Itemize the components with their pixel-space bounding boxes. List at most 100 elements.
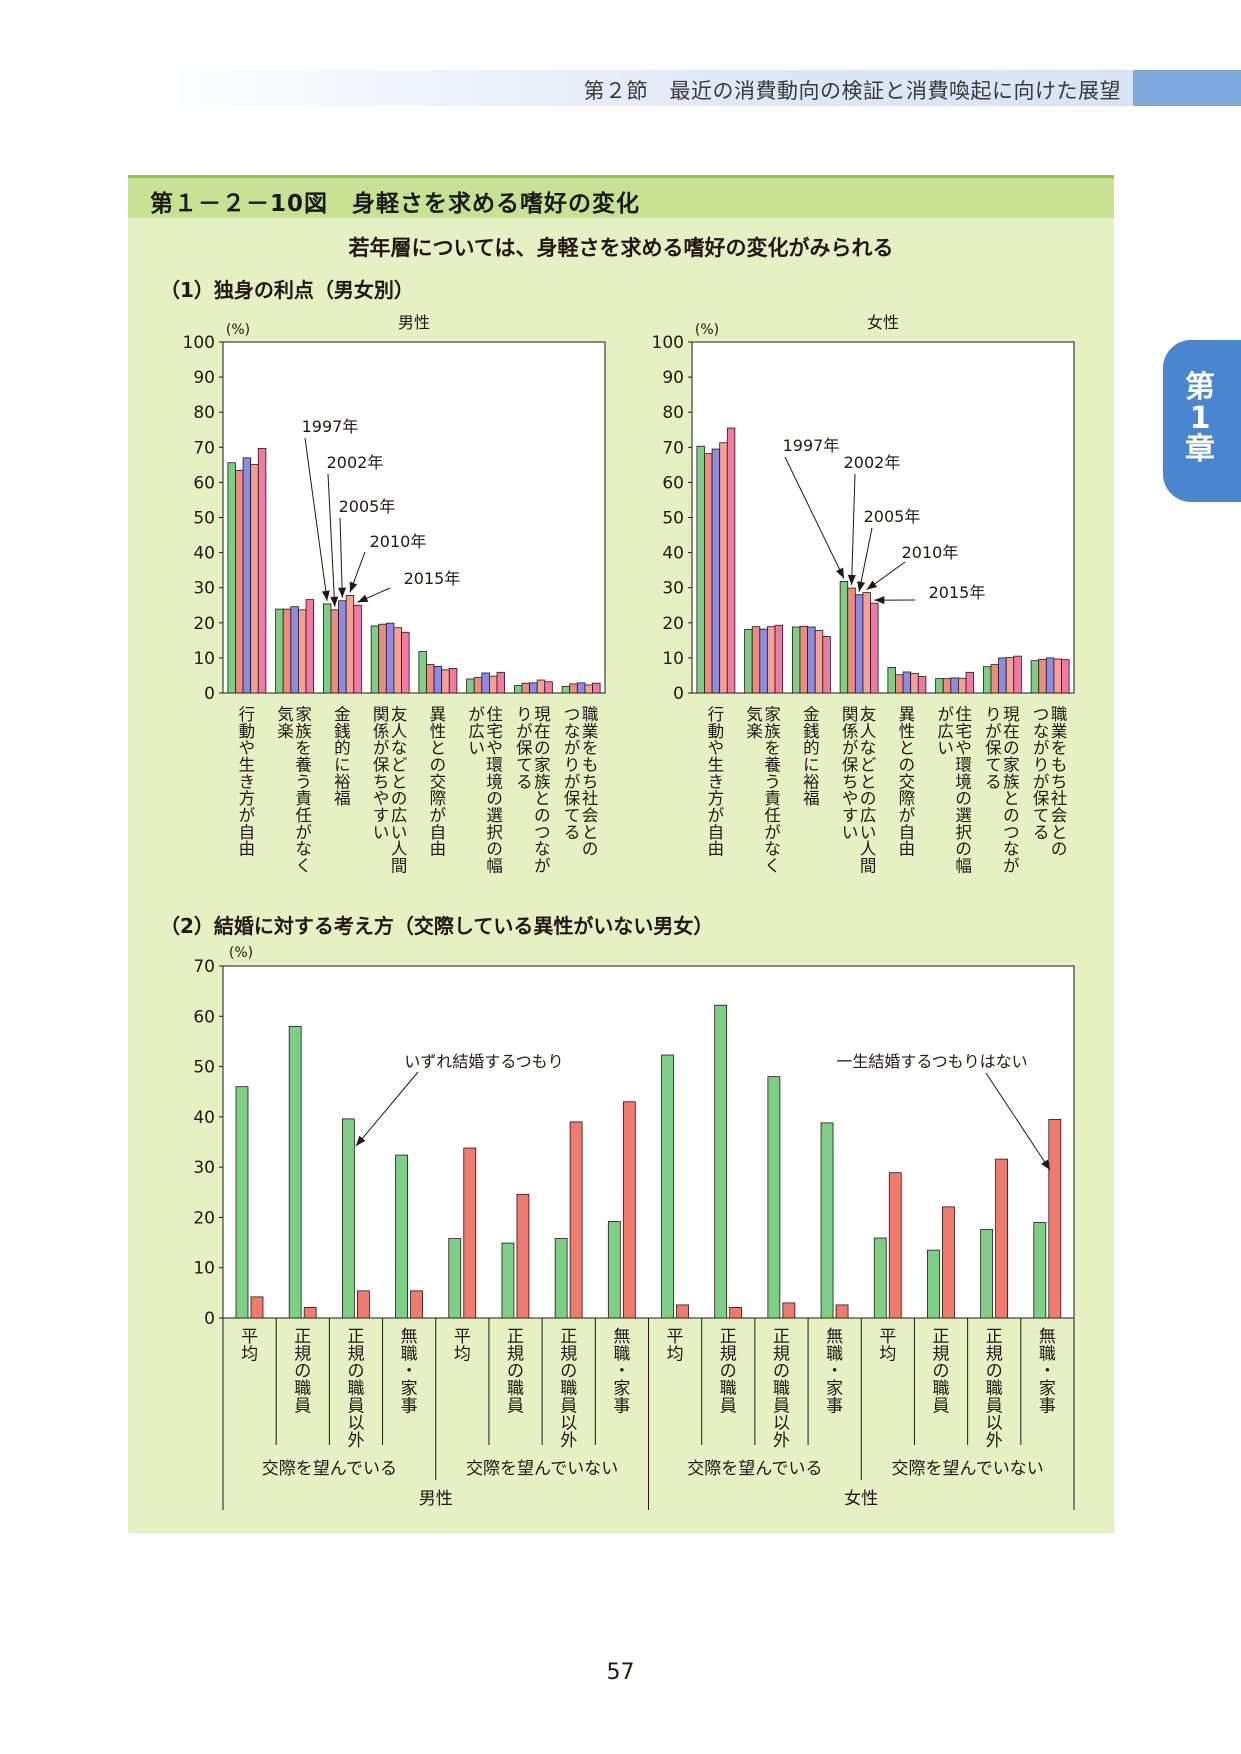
category-label: 平均 xyxy=(454,1327,471,1364)
bar-1997年 xyxy=(696,445,705,694)
category-label: 正規の職員以外 xyxy=(773,1327,790,1451)
y-tick-label: 70 xyxy=(193,438,215,458)
y-tick-label: 100 xyxy=(183,333,215,353)
chapter-tab-line2: 1 xyxy=(1189,401,1211,436)
section2-title: （2）結婚に対する考え方（交際している異性がいない男女） xyxy=(160,914,714,938)
bar-never-marry xyxy=(410,1290,423,1319)
y-tick-label: 50 xyxy=(193,1058,215,1078)
series-label-arrow-head xyxy=(321,590,330,601)
bar-2010年 xyxy=(393,627,402,694)
bar-1997年 xyxy=(227,462,236,694)
bar-marriage-someday xyxy=(927,1249,940,1319)
series-label: 2010年 xyxy=(902,543,959,562)
series-label: 2002年 xyxy=(844,453,901,472)
section1-title: （1）独身の利点（男女別） xyxy=(160,278,414,302)
bar-marriage-someday xyxy=(661,1054,674,1319)
category-label: 友人などとの広い人間 xyxy=(860,705,877,875)
category-label: 正規の職員 xyxy=(720,1327,737,1416)
bar-2005年 xyxy=(529,682,538,694)
category-label: 関係が保ちやすい xyxy=(373,705,390,842)
y-tick-label: 10 xyxy=(193,649,215,669)
header-band xyxy=(140,70,1140,106)
bar-2005年 xyxy=(807,626,816,694)
bar-never-marry xyxy=(303,1307,317,1319)
y-tick-label: 100 xyxy=(652,333,684,353)
series-label-arrow xyxy=(858,527,873,592)
bar-never-marry xyxy=(569,1121,583,1319)
bar-2002年 xyxy=(426,664,435,694)
series-label-arrow xyxy=(355,1071,419,1147)
category-label: つながりが保てる xyxy=(1033,705,1050,842)
category-label: 無職・家事 xyxy=(826,1327,843,1416)
bar-never-marry xyxy=(463,1147,477,1319)
series-label-arrow-head xyxy=(857,581,866,592)
series-label-arrow xyxy=(851,473,856,586)
y-tick-label: 20 xyxy=(193,1208,215,1228)
bar-2002年 xyxy=(1038,658,1047,694)
bar-never-marry xyxy=(356,1290,370,1319)
bar-2015年 xyxy=(353,604,362,694)
chart-title: 女性 xyxy=(867,313,899,332)
bar-2015年 xyxy=(496,671,506,694)
bar-2005年 xyxy=(576,682,586,694)
bar-1997年 xyxy=(791,626,801,694)
bar-2015年 xyxy=(726,427,736,694)
bar-marriage-someday xyxy=(341,1118,355,1319)
bar-2005年 xyxy=(759,628,768,694)
y-tick-label: 60 xyxy=(193,473,215,493)
category-label: が広い xyxy=(468,705,485,758)
section-header: 第２節 最近の消費動向の検証と消費喚起に向けた展望 xyxy=(583,79,1121,103)
category-label: 行動や生き方が自由 xyxy=(708,705,725,859)
bar-never-marry xyxy=(1048,1118,1062,1319)
series-label: 2010年 xyxy=(370,532,427,551)
y-tick-label: 30 xyxy=(193,1158,215,1178)
chapter-tab-line1: 第 xyxy=(1185,370,1215,405)
y-tick-label: 40 xyxy=(193,1108,215,1128)
chapter-tab xyxy=(1163,340,1241,502)
category-label: 家族を養う責任がなく xyxy=(295,705,312,875)
category-label: 気楽 xyxy=(277,705,294,741)
series-label: 2005年 xyxy=(864,507,921,526)
bar-2005年 xyxy=(242,457,252,694)
bar-2005年 xyxy=(481,672,490,694)
bar-never-marry xyxy=(729,1307,743,1319)
category-label: 正規の職員 xyxy=(933,1327,950,1416)
y-tick-label: 50 xyxy=(662,509,684,529)
y-tick-label: 60 xyxy=(662,473,684,493)
y-tick-label: 0 xyxy=(673,684,684,704)
bar-2010年 xyxy=(489,675,498,694)
category-label: 無職・家事 xyxy=(1039,1327,1056,1416)
bar-2002年 xyxy=(942,678,952,694)
bar-never-marry xyxy=(516,1193,530,1319)
category-label: 気楽 xyxy=(746,705,763,741)
bar-2005年 xyxy=(1045,657,1055,694)
bar-never-marry xyxy=(835,1304,849,1319)
category-label: りが保てる xyxy=(985,705,1002,791)
group-label: 交際を望んでいない xyxy=(466,1459,618,1479)
series-label: 一生結婚するつもりはない xyxy=(836,1052,1027,1071)
bar-never-marry xyxy=(942,1206,955,1319)
figure-subtitle: 若年層については、身軽さを求める嗜好の変化がみられる xyxy=(348,236,894,260)
y-tick-label: 0 xyxy=(204,684,215,704)
bar-marriage-someday xyxy=(288,1025,302,1319)
bar-marriage-someday xyxy=(820,1122,834,1319)
bar-2005年 xyxy=(854,594,864,694)
bar-2002年 xyxy=(751,626,761,694)
bar-2015年 xyxy=(592,682,601,694)
bar-2010年 xyxy=(862,592,871,694)
bar-never-marry xyxy=(622,1101,636,1319)
y-tick-label: 0 xyxy=(204,1309,215,1329)
bar-2015年 xyxy=(870,602,879,694)
category-label: 正規の職員 xyxy=(294,1327,311,1416)
y-tick-label: 20 xyxy=(662,614,684,634)
bar-1997年 xyxy=(322,603,332,694)
bar-2002年 xyxy=(282,608,292,694)
category-label: つながりが保てる xyxy=(564,705,581,842)
bar-1997年 xyxy=(513,685,523,694)
y-axis-unit: (%) xyxy=(695,322,719,338)
chapter-tab-line3: 章 xyxy=(1185,432,1215,467)
sex-label: 女性 xyxy=(844,1489,878,1509)
bar-2002年 xyxy=(704,453,713,694)
series-label-arrow xyxy=(339,517,343,598)
